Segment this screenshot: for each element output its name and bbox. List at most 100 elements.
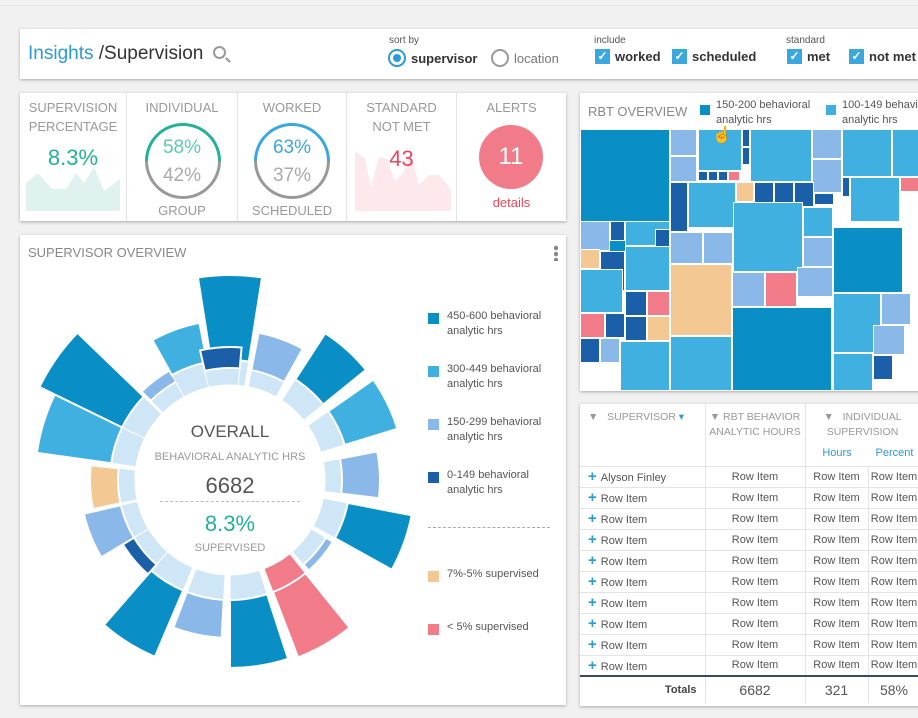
alerts-count-badge[interactable]: 11 <box>479 125 543 189</box>
treemap-cell[interactable] <box>670 182 688 232</box>
treemap-cell[interactable] <box>625 291 647 316</box>
treemap-cell[interactable] <box>812 159 842 193</box>
radial-bar-segment[interactable] <box>102 569 185 659</box>
expand-plus-icon[interactable]: + <box>588 594 597 611</box>
kpi-worked-scheduled[interactable]: WORKED 63% 37% SCHEDULED <box>238 93 347 221</box>
treemap-cell[interactable] <box>803 237 833 267</box>
treemap-cell[interactable] <box>742 147 750 165</box>
breadcrumb-insights[interactable]: Insights <box>28 43 94 64</box>
alerts-details-link[interactable]: details <box>492 195 531 210</box>
radial-bar-segment[interactable] <box>38 331 146 429</box>
table-row[interactable]: + Row Item Row Item Row Item Row Item <box>580 591 918 613</box>
radial-bar-segment[interactable] <box>89 464 122 511</box>
radial-bar-segment[interactable] <box>326 378 399 447</box>
treemap-cell[interactable] <box>670 156 697 182</box>
standard-not-met-checkbox[interactable]: ✓ not met <box>849 49 916 64</box>
filter-icon[interactable]: ▼ <box>588 411 599 423</box>
table-row[interactable]: + Row Item Row Item Row Item Row Item <box>580 612 918 634</box>
include-worked-checkbox[interactable]: ✓ worked <box>595 49 661 64</box>
column-header-supervisor[interactable]: ▼ SUPERVISOR ▾ <box>580 404 706 466</box>
radial-bar-segment[interactable] <box>293 331 368 406</box>
radial-inner-segment[interactable] <box>204 367 241 389</box>
more-options-icon[interactable] <box>554 245 558 261</box>
treemap-cell[interactable] <box>728 171 740 181</box>
treemap-cell[interactable] <box>670 336 732 391</box>
radial-bar-segment[interactable] <box>229 592 290 670</box>
treemap-cell[interactable] <box>803 207 833 237</box>
treemap-cell[interactable] <box>647 291 670 316</box>
treemap-cell[interactable] <box>708 171 718 181</box>
treemap-cell[interactable] <box>732 272 765 307</box>
kpi-alerts[interactable]: ALERTS 11 details <box>457 93 566 221</box>
treemap[interactable] <box>580 129 918 391</box>
treemap-cell[interactable] <box>698 171 708 181</box>
treemap-cell[interactable] <box>842 129 892 177</box>
kpi-individual-group[interactable]: INDIVIDUAL 58% 42% GROUP <box>127 93 238 221</box>
expand-plus-icon[interactable]: + <box>588 489 597 506</box>
kpi-supervision-percentage[interactable]: SUPERVISION PERCENTAGE 8.3% <box>20 93 127 221</box>
treemap-cell[interactable] <box>625 246 670 291</box>
table-row[interactable]: + Alyson Finley Row Item Row Item Row Item <box>580 465 918 487</box>
include-scheduled-checkbox[interactable]: ✓ scheduled <box>672 49 756 64</box>
treemap-cell[interactable] <box>842 177 850 197</box>
treemap-cell[interactable] <box>625 316 647 341</box>
radial-bar-segment[interactable] <box>172 590 225 639</box>
expand-plus-icon[interactable]: + <box>588 468 597 485</box>
treemap-cell[interactable] <box>833 353 873 391</box>
treemap-cell[interactable] <box>688 182 736 228</box>
radial-bar-segment[interactable] <box>271 571 351 659</box>
treemap-cell[interactable] <box>742 129 750 147</box>
treemap-cell[interactable] <box>797 267 833 297</box>
subheader-percent[interactable]: Percent <box>875 447 914 459</box>
expand-plus-icon[interactable]: + <box>588 615 597 632</box>
treemap-cell[interactable] <box>833 227 903 293</box>
subheader-hours[interactable]: Hours <box>822 447 852 459</box>
treemap-cell[interactable] <box>580 249 600 269</box>
treemap-cell[interactable] <box>873 355 893 380</box>
treemap-cell[interactable] <box>670 232 703 264</box>
column-header-individual-supervision[interactable]: ▼ INDIVIDUAL SUPERVISION Hours Percent <box>805 404 918 466</box>
treemap-cell[interactable] <box>873 325 905 355</box>
treemap-cell[interactable] <box>732 307 832 391</box>
treemap-cell[interactable] <box>670 264 732 336</box>
table-row[interactable]: + Row Item Row Item Row Item Row Item <box>580 549 918 571</box>
table-row[interactable]: + Row Item Row Item Row Item Row Item <box>580 486 918 508</box>
radial-bar-segment[interactable] <box>250 331 305 384</box>
treemap-cell[interactable] <box>750 129 812 182</box>
treemap-cell[interactable] <box>718 171 728 181</box>
treemap-cell[interactable] <box>765 272 797 307</box>
expand-plus-icon[interactable]: + <box>588 656 597 674</box>
filter-icon[interactable]: ▼ <box>823 411 834 423</box>
treemap-cell[interactable] <box>580 338 600 363</box>
treemap-cell[interactable] <box>698 129 742 171</box>
kpi-standard-not-met[interactable]: STANDARD NOT MET 43 <box>347 93 457 221</box>
treemap-cell[interactable] <box>670 129 697 156</box>
expand-plus-icon[interactable]: + <box>588 510 597 527</box>
treemap-cell[interactable] <box>620 341 670 391</box>
treemap-cell[interactable] <box>580 221 610 251</box>
radial-bar-segment[interactable] <box>302 536 335 572</box>
table-row[interactable]: + Row Item Row Item Row Item Row Item <box>580 507 918 529</box>
treemap-cell[interactable] <box>736 182 754 202</box>
radial-bar-chart[interactable] <box>20 235 440 705</box>
treemap-cell[interactable] <box>892 129 918 177</box>
treemap-cell[interactable] <box>814 193 834 205</box>
treemap-cell[interactable] <box>733 202 803 272</box>
radial-bar-segment[interactable] <box>82 503 136 559</box>
sort-supervisor-radio[interactable]: supervisor <box>388 49 477 67</box>
treemap-cell[interactable] <box>610 221 625 241</box>
expand-plus-icon[interactable]: + <box>588 636 597 653</box>
filter-icon[interactable]: ▼ <box>709 411 721 423</box>
treemap-cell[interactable] <box>850 177 900 222</box>
treemap-cell[interactable] <box>900 177 918 192</box>
treemap-cell[interactable] <box>794 182 814 207</box>
treemap-cell[interactable] <box>580 313 605 338</box>
radial-bar-segment[interactable] <box>333 501 413 572</box>
table-row[interactable]: + Row Item Row Item Row Item Row Item <box>580 654 918 676</box>
table-row[interactable]: + Row Item Row Item Row Item Row Item <box>580 633 918 655</box>
treemap-cell[interactable] <box>703 232 733 264</box>
sort-location-radio[interactable]: location <box>491 49 559 67</box>
table-row[interactable]: + Row Item Row Item Row Item Row Item <box>580 570 918 592</box>
radial-bar-segment[interactable] <box>198 346 243 373</box>
standard-met-checkbox[interactable]: ✓ met <box>787 49 830 64</box>
